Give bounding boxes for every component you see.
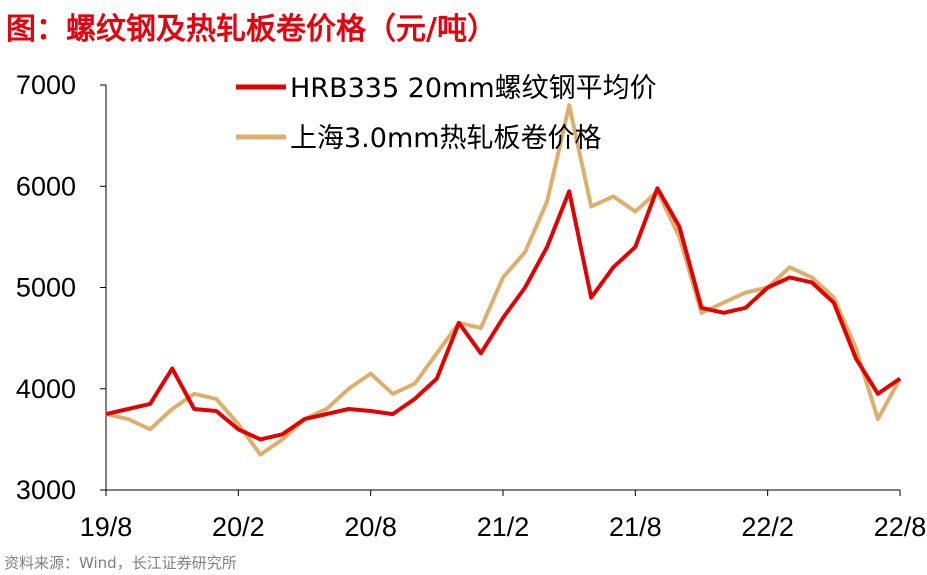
- y-tick-label: 6000: [16, 171, 76, 201]
- x-axis-ticks: 19/8 20/2 20/8 21/2 21/8 22/2 22/8: [80, 490, 927, 542]
- x-tick-label: 20/8: [344, 512, 397, 542]
- x-tick-label: 22/8: [874, 512, 927, 542]
- axes: [105, 85, 900, 491]
- y-tick-label: 4000: [16, 374, 76, 404]
- y-tick-label: 7000: [16, 70, 76, 100]
- legend-label-0: HRB335 20mm螺纹钢平均价: [290, 73, 657, 104]
- series-line-0: [105, 186, 902, 442]
- y-axis-ticks: 3000 4000 5000 6000 7000: [16, 70, 106, 505]
- legend-label-1: 上海3.0mm热轧板卷价格: [290, 123, 602, 154]
- x-tick-label: 19/8: [80, 512, 133, 542]
- series-lines: [105, 103, 902, 457]
- y-tick-label: 5000: [16, 273, 76, 303]
- source-note: 资料来源：Wind，长江证券研究所: [4, 554, 237, 572]
- y-tick-label: 3000: [16, 475, 76, 505]
- chart-title: 图：螺纹钢及热轧板卷价格（元/吨）: [6, 12, 497, 47]
- x-tick-label: 20/2: [212, 512, 265, 542]
- x-tick-label: 21/8: [609, 512, 662, 542]
- x-tick-label: 22/2: [741, 512, 794, 542]
- x-tick-label: 21/2: [477, 512, 530, 542]
